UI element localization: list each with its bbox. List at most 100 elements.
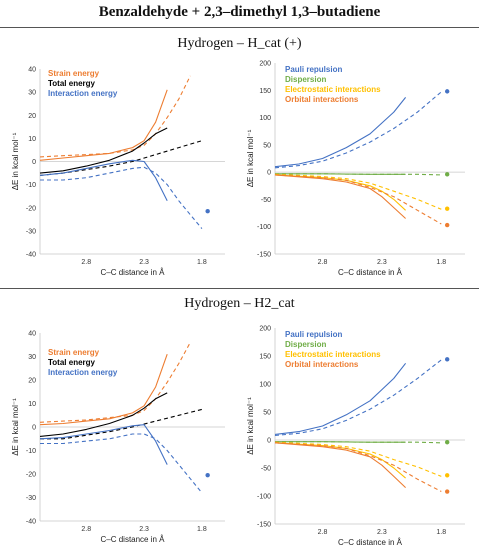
y-axis-label: ΔE in kcal mol⁻¹: [11, 132, 20, 190]
y-tick-label: 50: [263, 410, 271, 417]
legend-electrostatic-interactions: Electrostatic interactions: [285, 350, 381, 359]
chart-eda-h-cat: 200 150 100 50 0 -50 -100 -150 2.8 2.3 1.8 C–C dist…: [246, 61, 465, 277]
dispersion-dashed-line: [275, 441, 442, 444]
legend-orbital-interactions: Orbital interactions: [285, 95, 359, 104]
x-tick-label: 2.8: [318, 529, 328, 536]
x-tick-label: 2.3: [139, 259, 149, 266]
y-tick-label: -150: [257, 252, 271, 259]
legend-dispersion: Dispersion: [285, 75, 326, 84]
interaction-energy-dashed-line: [40, 166, 203, 229]
orbital-interactions-point: [444, 489, 450, 494]
y-tick-label: 30: [28, 90, 36, 97]
y-tick-label: -50: [261, 466, 271, 473]
chart-eda-h2-cat: 200 150 100 50 0 -50 -100 -150 2.8 2.3 1.8 C–C dist…: [246, 326, 465, 547]
x-tick-label: 1.8: [436, 529, 446, 536]
total-energy-solid-line: [39, 127, 168, 174]
y-tick-label: 20: [28, 113, 36, 120]
y-axis-label: ΔE in kcal mol⁻¹: [246, 129, 255, 187]
legend-pauli-repulsion: Pauli repulsion: [285, 330, 342, 339]
pauli-repulsion-point: [444, 357, 450, 362]
dispersion-point: [444, 440, 450, 445]
y-tick-label: 40: [28, 67, 36, 74]
y-tick-label: 0: [32, 159, 36, 166]
x-tick-label: 2.8: [81, 526, 91, 533]
strain-energy-dashed-line: [39, 342, 191, 423]
legend-orbital-interactions: Orbital interactions: [285, 360, 359, 369]
y-tick-label: 100: [259, 115, 271, 122]
x-axis-label: C–C distance in Å: [100, 535, 165, 544]
y-tick-label: 0: [267, 438, 271, 445]
y-tick-label: 20: [28, 378, 36, 385]
electrostatic-interactions-point: [444, 473, 450, 478]
orbital-interactions-dashed-line: [274, 442, 442, 492]
x-tick-label: 2.3: [377, 259, 387, 266]
pauli-repulsion-solid-line: [274, 97, 407, 168]
interaction-energy-point: [205, 209, 210, 214]
y-axis-label: ΔE in kcal mol⁻¹: [246, 397, 255, 455]
y-tick-label: 100: [259, 382, 271, 389]
legend-interaction-energy: Interaction energy: [48, 89, 118, 98]
chart-energy-h-cat: 40 30 20 10 0 -10 -20 -30 -40 2.8 2.3 1.8 C–C distan…: [11, 67, 225, 277]
pauli-repulsion-point: [444, 89, 450, 94]
interaction-energy-dashed-line: [40, 433, 203, 494]
pauli-repulsion-solid-line: [274, 362, 407, 435]
y-tick-label: 200: [259, 61, 271, 68]
legend-strain-energy: Strain energy: [48, 348, 100, 357]
y-tick-label: 40: [28, 331, 36, 338]
y-tick-label: -30: [26, 495, 36, 502]
y-tick-label: 150: [259, 354, 271, 361]
y-tick-label: -10: [26, 448, 36, 455]
electrostatic-interactions-solid-line: [274, 442, 406, 479]
y-tick-label: -150: [257, 522, 271, 529]
y-tick-label: -20: [26, 205, 36, 212]
legend-interaction-energy: Interaction energy: [48, 368, 118, 377]
y-tick-label: 0: [32, 425, 36, 432]
electrostatic-interactions-dashed-line: [274, 441, 442, 477]
chart-energy-h2-cat: 40 30 20 10 0 -10 -20 -30 -40 2.8 2.3 1.8 C–C distan…: [11, 331, 225, 544]
legend-strain-energy: Strain energy: [48, 69, 100, 78]
x-tick-label: 2.8: [81, 259, 91, 266]
orbital-interactions-dashed-line: [274, 174, 442, 225]
x-tick-label: 1.8: [436, 259, 446, 266]
x-tick-label: 2.8: [318, 259, 328, 266]
top-divider: [0, 27, 479, 28]
strain-energy-solid-line: [39, 354, 168, 426]
y-tick-label: -30: [26, 228, 36, 235]
y-tick-label: -100: [257, 224, 271, 231]
orbital-interactions-solid-line: [274, 442, 406, 488]
electrostatic-interactions-point: [444, 206, 450, 211]
middle-divider: [0, 288, 479, 289]
y-tick-label: -50: [261, 197, 271, 204]
total-energy-dashed-line: [40, 408, 203, 440]
pauli-repulsion-dashed-line: [274, 359, 442, 437]
x-tick-label: 1.8: [197, 526, 207, 533]
legend-dispersion: Dispersion: [285, 340, 326, 349]
x-tick-label: 2.3: [139, 526, 149, 533]
legend-electrostatic-interactions: Electrostatic interactions: [285, 85, 381, 94]
x-tick-label: 1.8: [197, 259, 207, 266]
orbital-interactions-solid-line: [274, 174, 406, 219]
y-tick-label: 200: [259, 326, 271, 333]
x-axis-label: C–C distance in Å: [100, 268, 165, 277]
section-1-title: Hydrogen – H_cat (+): [177, 36, 302, 51]
dispersion-point: [444, 172, 450, 177]
y-tick-label: 150: [259, 88, 271, 95]
figure-title: Benzaldehyde + 2,3–dimethyl 1,3–butadien…: [98, 4, 381, 20]
y-tick-label: -100: [257, 494, 271, 501]
y-tick-label: -40: [26, 252, 36, 259]
strain-energy-solid-line: [39, 89, 168, 161]
y-tick-label: 10: [28, 136, 36, 143]
electrostatic-interactions-dashed-line: [274, 173, 442, 210]
interaction-energy-point: [205, 472, 210, 478]
legend-pauli-repulsion: Pauli repulsion: [285, 65, 342, 74]
orbital-interactions-point: [444, 222, 450, 228]
y-tick-label: -40: [26, 519, 36, 526]
x-axis-label: C–C distance in Å: [338, 538, 403, 547]
pauli-repulsion-dashed-line: [274, 91, 442, 169]
legend-total-energy: Total energy: [48, 79, 96, 88]
total-energy-solid-line: [39, 392, 168, 437]
electrostatic-interactions-solid-line: [274, 174, 406, 211]
y-tick-label: 0: [267, 170, 271, 177]
interaction-energy-solid-line: [39, 159, 168, 202]
y-tick-label: -20: [26, 472, 36, 479]
